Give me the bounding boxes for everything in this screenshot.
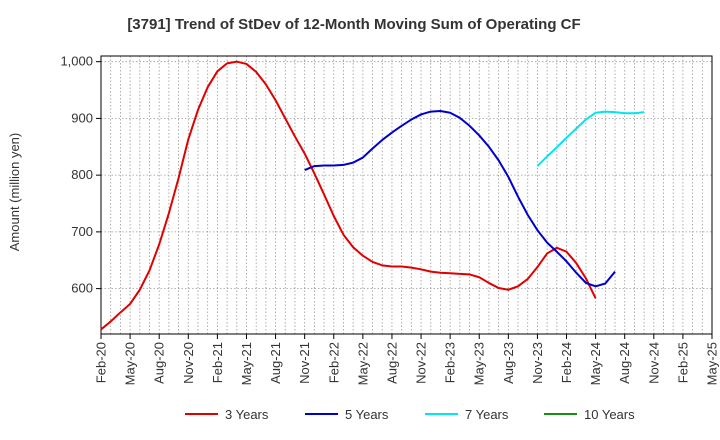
x-tick-label: Feb-20 <box>94 342 109 383</box>
series-line-3 <box>536 110 645 167</box>
x-tick-label: Aug-22 <box>384 342 399 384</box>
series-lines <box>100 60 645 331</box>
x-tick-label: Feb-21 <box>210 342 225 383</box>
x-tick-label: Nov-23 <box>530 342 545 384</box>
x-tick-label: Feb-24 <box>559 342 574 383</box>
y-axis-label: Amount (million yen) <box>7 133 22 252</box>
plot-area <box>100 55 713 335</box>
x-tick-label: Nov-22 <box>414 342 429 384</box>
series-points-2 <box>304 111 616 287</box>
x-tick-label: Feb-25 <box>675 342 690 383</box>
series-line-1 <box>100 60 597 331</box>
x-tick-label: Nov-21 <box>297 342 312 384</box>
x-axis-ticks: Feb-20 May-20 Aug-20 Nov-20 Feb-21 May-21 Aug-… <box>94 334 720 385</box>
x-tick-label: Aug-20 <box>152 342 167 384</box>
y-tick-label: 700 <box>71 224 93 239</box>
y-tick-label: 800 <box>71 167 93 182</box>
series-points-3 <box>537 111 645 167</box>
chart-title: [3791] Trend of StDev of 12-Month Moving… <box>127 16 580 33</box>
x-tick-label: Nov-24 <box>646 342 661 384</box>
legend-label: 5 Years <box>345 407 389 422</box>
x-tick-label: Feb-22 <box>326 342 341 383</box>
x-tick-label: May-25 <box>705 342 720 385</box>
grid-lines <box>101 56 712 334</box>
x-tick-label: May-24 <box>588 342 603 385</box>
x-tick-label: Aug-23 <box>501 342 516 384</box>
x-tick-label: Aug-21 <box>268 342 283 384</box>
x-tick-label: Aug-24 <box>617 342 632 384</box>
x-tick-label: Feb-23 <box>443 342 458 383</box>
series-points-1 <box>100 61 596 330</box>
y-tick-label: 600 <box>71 281 93 296</box>
x-tick-label: May-21 <box>239 342 254 385</box>
legend: 3 Years 5 Years 7 Years 10 Years <box>185 407 635 422</box>
x-tick-label: May-22 <box>355 342 370 385</box>
legend-label: 3 Years <box>225 407 269 422</box>
y-tick-label: 1,000 <box>60 54 93 69</box>
legend-label: 7 Years <box>465 407 509 422</box>
x-tick-label: Nov-20 <box>181 342 196 384</box>
y-axis-ticks: 600 700 800 900 1,000 <box>60 54 101 296</box>
legend-label: 10 Years <box>584 407 635 422</box>
x-tick-label: May-20 <box>123 342 138 385</box>
x-tick-label: May-23 <box>472 342 487 385</box>
y-tick-label: 900 <box>71 110 93 125</box>
